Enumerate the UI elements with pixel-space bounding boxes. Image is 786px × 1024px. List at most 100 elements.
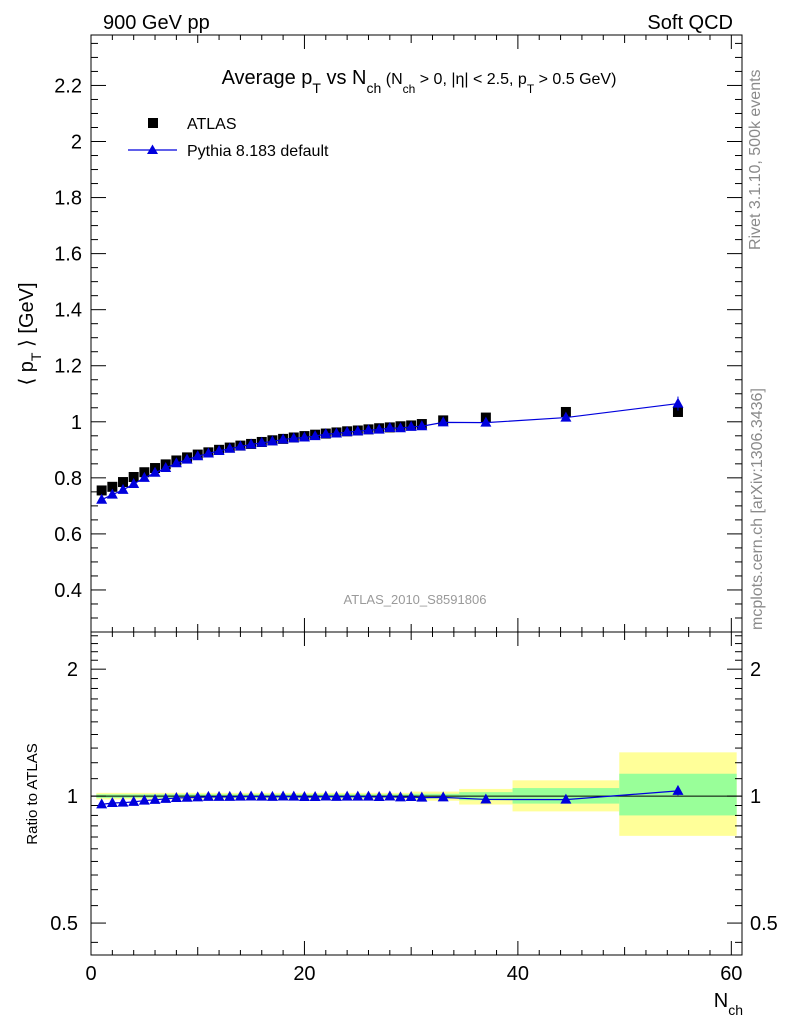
main-y-tick-label: 2.2 — [54, 75, 82, 97]
ratio-pythia-data-point — [309, 791, 321, 802]
main-y-tick-label: 1 — [71, 412, 82, 434]
pythia-data-point — [672, 397, 684, 408]
main-y-tick-label: 1.4 — [54, 300, 82, 322]
atlas-data-point — [96, 485, 107, 496]
ratio-pythia-data-point — [256, 790, 268, 801]
pythia-data-point — [394, 422, 406, 433]
ratio-pythia-data-point — [245, 790, 257, 801]
pythia-data-point — [96, 493, 108, 504]
pythia-data-point — [330, 427, 342, 438]
pythia-data-point — [213, 444, 225, 455]
x-tick-label: 40 — [507, 963, 529, 985]
ratio-pythia-data-point — [330, 790, 342, 801]
x-axis-label: Nch — [714, 990, 743, 1018]
legend-pythia-marker — [147, 144, 158, 154]
main-title: Average pT vs Nch (Nch > 0, |η| < 2.5, p… — [222, 67, 617, 96]
title-cut-sub-1: ch — [403, 82, 416, 96]
ylabel-part-b: ⟩ [GeV] — [16, 282, 38, 352]
ratio-pythia-data-point — [416, 791, 428, 802]
header-right-label: Soft QCD — [647, 12, 733, 34]
ratio-pythia-data-point — [362, 790, 374, 801]
ratio-frame — [90, 631, 743, 956]
ratio-pythia-data-point — [224, 790, 236, 801]
pythia-data-point — [266, 435, 278, 446]
ratio-pythia-data-point — [480, 793, 492, 804]
pythia-data-point — [234, 440, 246, 451]
title-cut-1: (N — [381, 71, 402, 88]
ratio-pythia-data-point — [170, 791, 182, 802]
title-cut-sub-2: T — [527, 82, 535, 96]
pythia-data-point — [192, 450, 204, 461]
pythia-data-point — [181, 453, 193, 464]
main-y-tick-label: 0.6 — [54, 524, 82, 546]
ratio-y-tick-label-right: 1 — [750, 786, 761, 808]
ratio-pythia-data-point — [277, 790, 289, 801]
ratio-pythia-data-point — [117, 796, 129, 807]
atlas-data-point — [672, 406, 683, 417]
pythia-data-point — [149, 466, 161, 477]
x-tick-label: 0 — [85, 963, 96, 985]
pythia-data-point — [106, 488, 118, 499]
ratio-y-tick-label-right: 0.5 — [750, 913, 778, 935]
ylabel-sub: T — [28, 352, 44, 361]
title-sub-2: ch — [367, 80, 382, 96]
main-y-tick-label: 1.2 — [54, 356, 82, 378]
legend-atlas-label: ATLAS — [187, 116, 237, 133]
main-panel: 0.4 0.6 0.8 1 1.2 1.4 1.6 1.8 2 2.2 ATLAS_2010_S8… — [16, 34, 743, 633]
ratio-pythia-data-point — [394, 791, 406, 802]
pythia-line — [101, 402, 679, 501]
main-y-tick-label: 0.4 — [54, 580, 82, 602]
pythia-data-point — [352, 425, 364, 436]
pythia-data-point — [320, 428, 332, 439]
pythia-data-point — [138, 471, 150, 482]
pythia-data-point — [160, 462, 172, 473]
ratio-pythia-data-point — [405, 791, 417, 802]
ratio-pythia-data-point — [437, 791, 449, 802]
ratio-pythia-data-point — [181, 791, 193, 802]
pythia-data-point — [298, 431, 310, 442]
pythia-data-point — [245, 438, 257, 449]
ratio-panel: 0 20 40 60 0.5 0.5 1 1 2 2 Ratio to ATLAS Nch — [24, 631, 778, 1018]
title-part-2: vs N — [321, 67, 367, 89]
ratio-pythia-data-point — [266, 790, 278, 801]
ratio-pythia-data-point — [138, 794, 150, 805]
ratio-y-tick-label-left: 1 — [67, 786, 78, 808]
x-tick-label: 60 — [720, 963, 742, 985]
main-y-tick-label: 1.8 — [54, 188, 82, 210]
title-part-1: Average p — [222, 67, 313, 89]
pythia-data-point — [560, 411, 572, 422]
main-y-tick-label: 2 — [71, 132, 82, 154]
title-cut-2: > 0, |η| < 2.5, p — [415, 71, 527, 88]
ratio-pythia-data-point — [560, 793, 572, 804]
x-tick-label: 20 — [293, 963, 315, 985]
ratio-pythia-data-point — [149, 793, 161, 804]
pythia-data-point — [202, 447, 214, 458]
ratio-pythia-data-point — [213, 790, 225, 801]
mcplots-label: mcplots.cern.ch [arXiv:1306.3436] — [749, 388, 766, 630]
ratio-pythia-data-point — [96, 798, 108, 809]
ratio-pythia-data-point — [298, 791, 310, 802]
pythia-data-point — [341, 426, 353, 437]
pythia-data-point — [384, 421, 396, 432]
atlas-data-point — [118, 477, 129, 488]
xlabel-part-a: N — [714, 990, 728, 1012]
title-sub-1: T — [312, 80, 321, 96]
ratio-pythia-data-point — [234, 790, 246, 801]
analysis-watermark: ATLAS_2010_S8591806 — [344, 592, 487, 607]
pythia-data-point — [373, 423, 385, 434]
ratio-y-tick-label-right: 2 — [750, 659, 761, 681]
ratio-pythia-data-point — [106, 797, 118, 808]
ratio-pythia-data-point — [341, 790, 353, 801]
legend-pythia-label: Pythia 8.183 default — [187, 143, 329, 160]
pythia-data-point — [416, 420, 428, 431]
ratio-pythia-data-point — [384, 790, 396, 801]
ylabel-part-a: ⟨ p — [16, 361, 38, 385]
ratio-pythia-data-point — [202, 790, 214, 801]
pythia-data-point — [405, 420, 417, 431]
xlabel-sub: ch — [728, 1002, 743, 1018]
ratio-pythia-data-point — [672, 784, 684, 795]
pythia-data-point — [362, 424, 374, 435]
ratio-y-axis-label: Ratio to ATLAS — [24, 743, 41, 844]
pythia-data-point — [288, 432, 300, 443]
